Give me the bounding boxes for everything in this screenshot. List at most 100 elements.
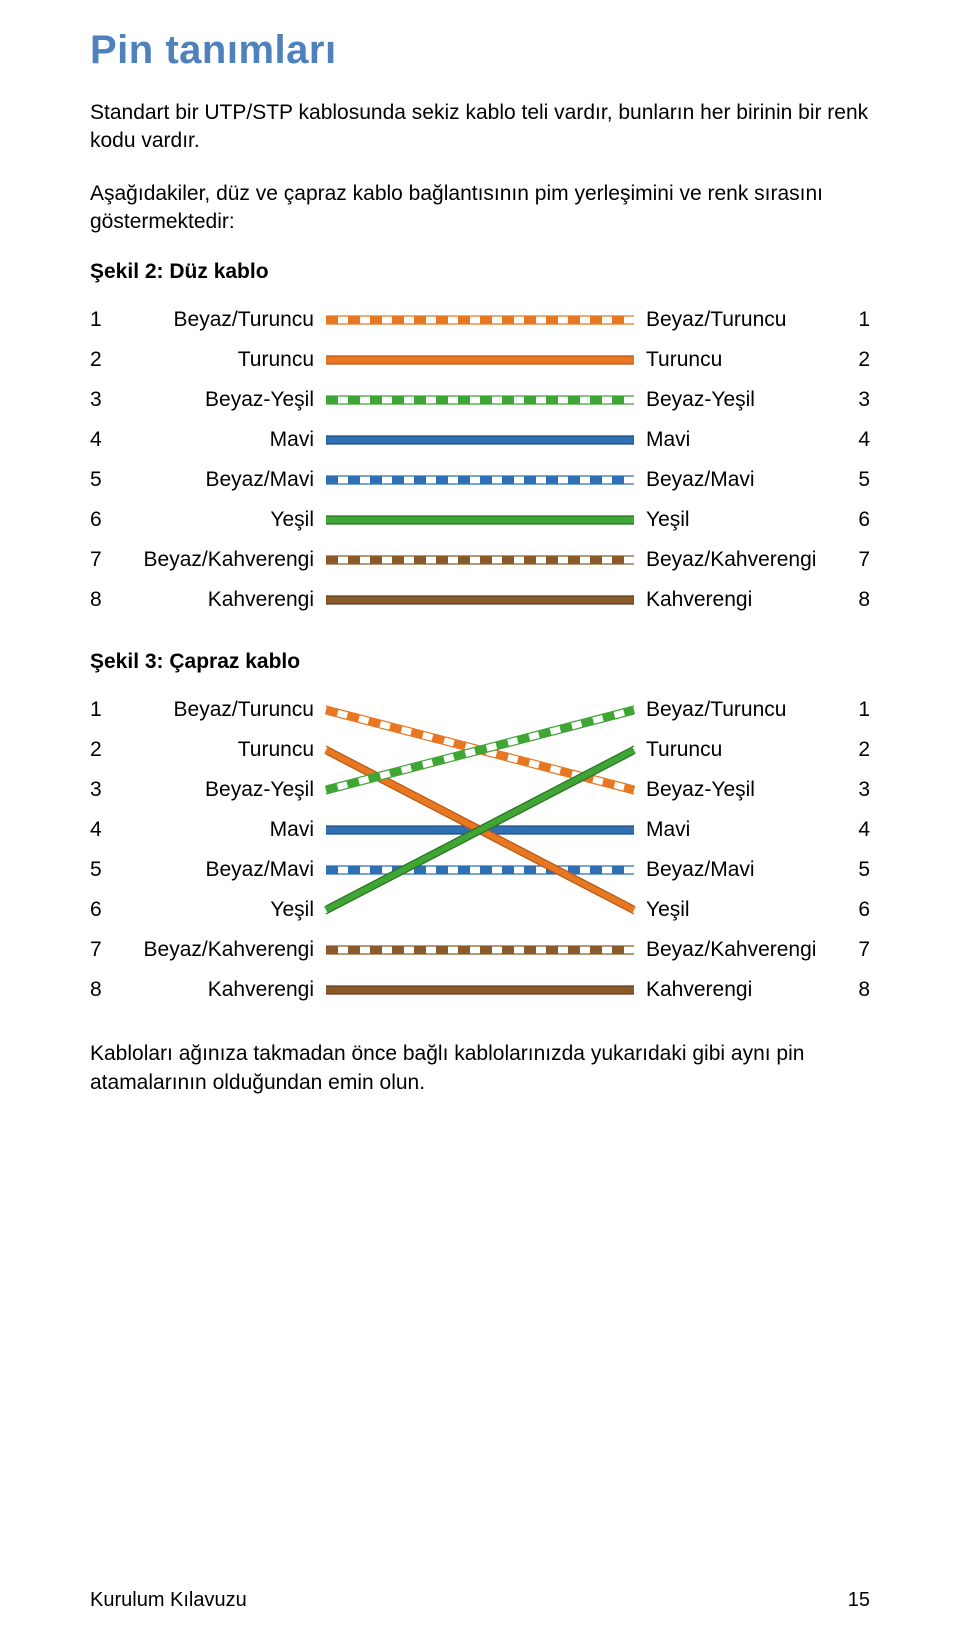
wire-graphic-slot	[326, 770, 634, 810]
wire-graphic	[326, 500, 634, 540]
wire-color-right: Yeşil	[634, 898, 834, 922]
pin-number-left: 6	[90, 898, 126, 922]
cross-diagram-container: 1 Beyaz/Turuncu Beyaz/Turuncu 1 2 Turunc…	[90, 690, 870, 1010]
wire-color-right: Beyaz/Turuncu	[634, 308, 834, 332]
wire-color-left: Beyaz/Turuncu	[126, 698, 326, 722]
wire-color-right: Kahverengi	[634, 978, 834, 1002]
wire-color-right: Beyaz/Mavi	[634, 468, 834, 492]
wire-color-right: Beyaz-Yeşil	[634, 388, 834, 412]
wire-color-right: Beyaz/Kahverengi	[634, 548, 834, 572]
figure-2-caption: Şekil 3: Çapraz kablo	[90, 650, 870, 674]
wire-row: 6 Yeşil Yeşil 6	[90, 890, 870, 930]
pin-number-right: 4	[834, 428, 870, 452]
wire-row: 2 Turuncu Turuncu 2	[90, 340, 870, 380]
wire-color-right: Mavi	[634, 428, 834, 452]
wire-color-right: Beyaz-Yeşil	[634, 778, 834, 802]
intro-paragraph-2: Aşağıdakiler, düz ve çapraz kablo bağlan…	[90, 180, 870, 237]
wire-graphic-slot	[326, 930, 634, 970]
outro-paragraph: Kabloları ağınıza takmadan önce bağlı ka…	[90, 1040, 870, 1097]
footer-left-text: Kurulum Kılavuzu	[90, 1589, 247, 1612]
pin-number-left: 1	[90, 698, 126, 722]
wire-color-left: Yeşil	[126, 508, 326, 532]
wire-color-left: Kahverengi	[126, 588, 326, 612]
pin-number-left: 8	[90, 588, 126, 612]
wire-graphic	[326, 380, 634, 420]
page-footer: Kurulum Kılavuzu 15	[90, 1589, 870, 1612]
wire-color-right: Kahverengi	[634, 588, 834, 612]
wire-color-left: Beyaz-Yeşil	[126, 388, 326, 412]
wire-color-right: Yeşil	[634, 508, 834, 532]
pin-number-right: 7	[834, 548, 870, 572]
wire-row: 1 Beyaz/Turuncu Beyaz/Turuncu 1	[90, 690, 870, 730]
wire-color-right: Beyaz/Mavi	[634, 858, 834, 882]
wire-color-right: Turuncu	[634, 738, 834, 762]
pin-number-right: 3	[834, 778, 870, 802]
wire-graphic	[326, 420, 634, 460]
cross-rows: 1 Beyaz/Turuncu Beyaz/Turuncu 1 2 Turunc…	[90, 690, 870, 1010]
wire-graphic-slot	[326, 890, 634, 930]
wire-color-right: Beyaz/Turuncu	[634, 698, 834, 722]
wire-row: 2 Turuncu Turuncu 2	[90, 730, 870, 770]
pin-number-left: 8	[90, 978, 126, 1002]
pin-number-right: 3	[834, 388, 870, 412]
pin-number-right: 6	[834, 508, 870, 532]
pin-number-right: 2	[834, 348, 870, 372]
wire-row: 8 Kahverengi Kahverengi 8	[90, 970, 870, 1010]
wire-color-left: Beyaz/Mavi	[126, 468, 326, 492]
wire-row: 3 Beyaz-Yeşil Beyaz-Yeşil 3	[90, 380, 870, 420]
wire-graphic-slot	[326, 690, 634, 730]
pin-number-left: 3	[90, 388, 126, 412]
wire-graphic-slot	[326, 970, 634, 1010]
wire-graphic	[326, 340, 634, 380]
wire-row: 7 Beyaz/Kahverengi Beyaz/Kahverengi 7	[90, 930, 870, 970]
wire-graphic	[326, 300, 634, 340]
wire-row: 3 Beyaz-Yeşil Beyaz-Yeşil 3	[90, 770, 870, 810]
pin-number-right: 6	[834, 898, 870, 922]
pin-number-right: 5	[834, 468, 870, 492]
wire-color-left: Mavi	[126, 428, 326, 452]
wire-color-right: Turuncu	[634, 348, 834, 372]
intro-paragraph: Standart bir UTP/STP kablosunda sekiz ka…	[90, 99, 870, 156]
wire-color-left: Beyaz-Yeşil	[126, 778, 326, 802]
pin-number-right: 1	[834, 308, 870, 332]
wire-color-left: Turuncu	[126, 348, 326, 372]
wire-row: 5 Beyaz/Mavi Beyaz/Mavi 5	[90, 460, 870, 500]
pin-number-left: 1	[90, 308, 126, 332]
wire-row: 5 Beyaz/Mavi Beyaz/Mavi 5	[90, 850, 870, 890]
wire-color-left: Beyaz/Mavi	[126, 858, 326, 882]
wire-row: 4 Mavi Mavi 4	[90, 420, 870, 460]
pin-number-left: 2	[90, 348, 126, 372]
wire-color-left: Turuncu	[126, 738, 326, 762]
figure-1-wiring-diagram: 1 Beyaz/Turuncu Beyaz/Turuncu 1 2 Turunc…	[90, 300, 870, 620]
pin-number-right: 5	[834, 858, 870, 882]
pin-number-left: 7	[90, 548, 126, 572]
page-title: Pin tanımları	[90, 28, 870, 73]
figure-2-wiring-diagram: 1 Beyaz/Turuncu Beyaz/Turuncu 1 2 Turunc…	[90, 690, 870, 1010]
wire-color-left: Beyaz/Kahverengi	[126, 548, 326, 572]
pin-number-left: 5	[90, 468, 126, 492]
wire-color-left: Beyaz/Kahverengi	[126, 938, 326, 962]
wire-row: 8 Kahverengi Kahverengi 8	[90, 580, 870, 620]
pin-number-left: 5	[90, 858, 126, 882]
wire-graphic	[326, 540, 634, 580]
wire-row: 6 Yeşil Yeşil 6	[90, 500, 870, 540]
pin-number-left: 4	[90, 818, 126, 842]
pin-number-right: 8	[834, 978, 870, 1002]
wire-color-left: Beyaz/Turuncu	[126, 308, 326, 332]
wire-row: 7 Beyaz/Kahverengi Beyaz/Kahverengi 7	[90, 540, 870, 580]
pin-number-right: 7	[834, 938, 870, 962]
wire-color-left: Yeşil	[126, 898, 326, 922]
wire-color-right: Mavi	[634, 818, 834, 842]
pin-number-left: 7	[90, 938, 126, 962]
wire-color-left: Mavi	[126, 818, 326, 842]
pin-number-right: 2	[834, 738, 870, 762]
wire-row: 4 Mavi Mavi 4	[90, 810, 870, 850]
pin-number-right: 1	[834, 698, 870, 722]
pin-number-left: 6	[90, 508, 126, 532]
wire-graphic-slot	[326, 810, 634, 850]
footer-page-number: 15	[848, 1589, 870, 1612]
figure-1-caption: Şekil 2: Düz kablo	[90, 260, 870, 284]
page: Pin tanımları Standart bir UTP/STP kablo…	[0, 0, 960, 1630]
pin-number-left: 2	[90, 738, 126, 762]
wire-graphic-slot	[326, 850, 634, 890]
